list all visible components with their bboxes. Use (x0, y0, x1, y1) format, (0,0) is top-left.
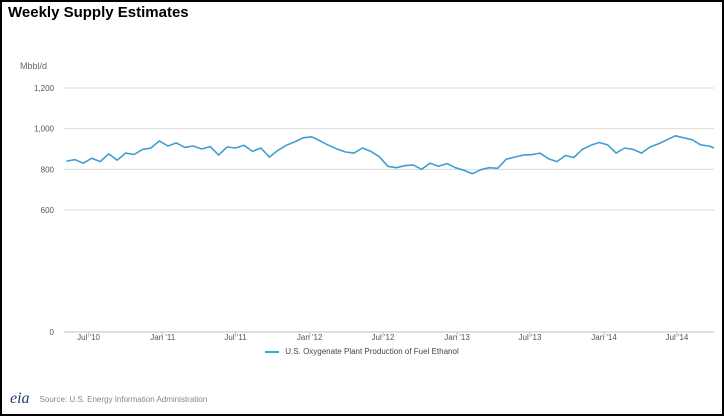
x-axis-ticks: Jul '10 Jan '11 Jul '11 Jan '12 Jul '12 Jan '… (77, 332, 689, 342)
source-footer: eia Source: U.S. Energy Information Admi… (10, 390, 207, 408)
x-tick-label: Jul '10 (77, 333, 100, 342)
y-axis-ticks: 0 600 800 1,000 1,200 (34, 84, 55, 337)
source-text: Source: U.S. Energy Information Administ… (39, 394, 208, 404)
x-tick-label: Jan '13 (444, 333, 470, 342)
eia-logo: eia (10, 390, 30, 407)
y-tick-label: 600 (41, 206, 55, 215)
y-tick-label: 800 (41, 165, 55, 174)
x-tick-label: Jul '11 (224, 333, 247, 342)
y-tick-label: 1,000 (34, 125, 55, 134)
legend-label: U.S. Oxygenate Plant Production of Fuel … (285, 347, 459, 356)
chart-title: Weekly Supply Estimates (8, 4, 189, 21)
x-tick-label: Jan '14 (591, 333, 617, 342)
x-tick-label: Jul '14 (666, 333, 689, 342)
x-tick-label: Jul '12 (372, 333, 395, 342)
x-tick-label: Jan '11 (150, 333, 176, 342)
y-tick-label: 0 (50, 328, 55, 337)
x-tick-label: Jul '13 (519, 333, 542, 342)
series-group (66, 135, 715, 175)
legend[interactable]: U.S. Oxygenate Plant Production of Fuel … (2, 347, 722, 356)
y-axis-unit-label: Mbbl/d (20, 61, 48, 71)
x-tick-label: Jan '12 (297, 333, 323, 342)
series-line-0[interactable] (66, 135, 715, 175)
y-tick-label: 1,200 (34, 84, 55, 93)
legend-swatch (265, 350, 280, 353)
grid-lines (64, 87, 714, 333)
